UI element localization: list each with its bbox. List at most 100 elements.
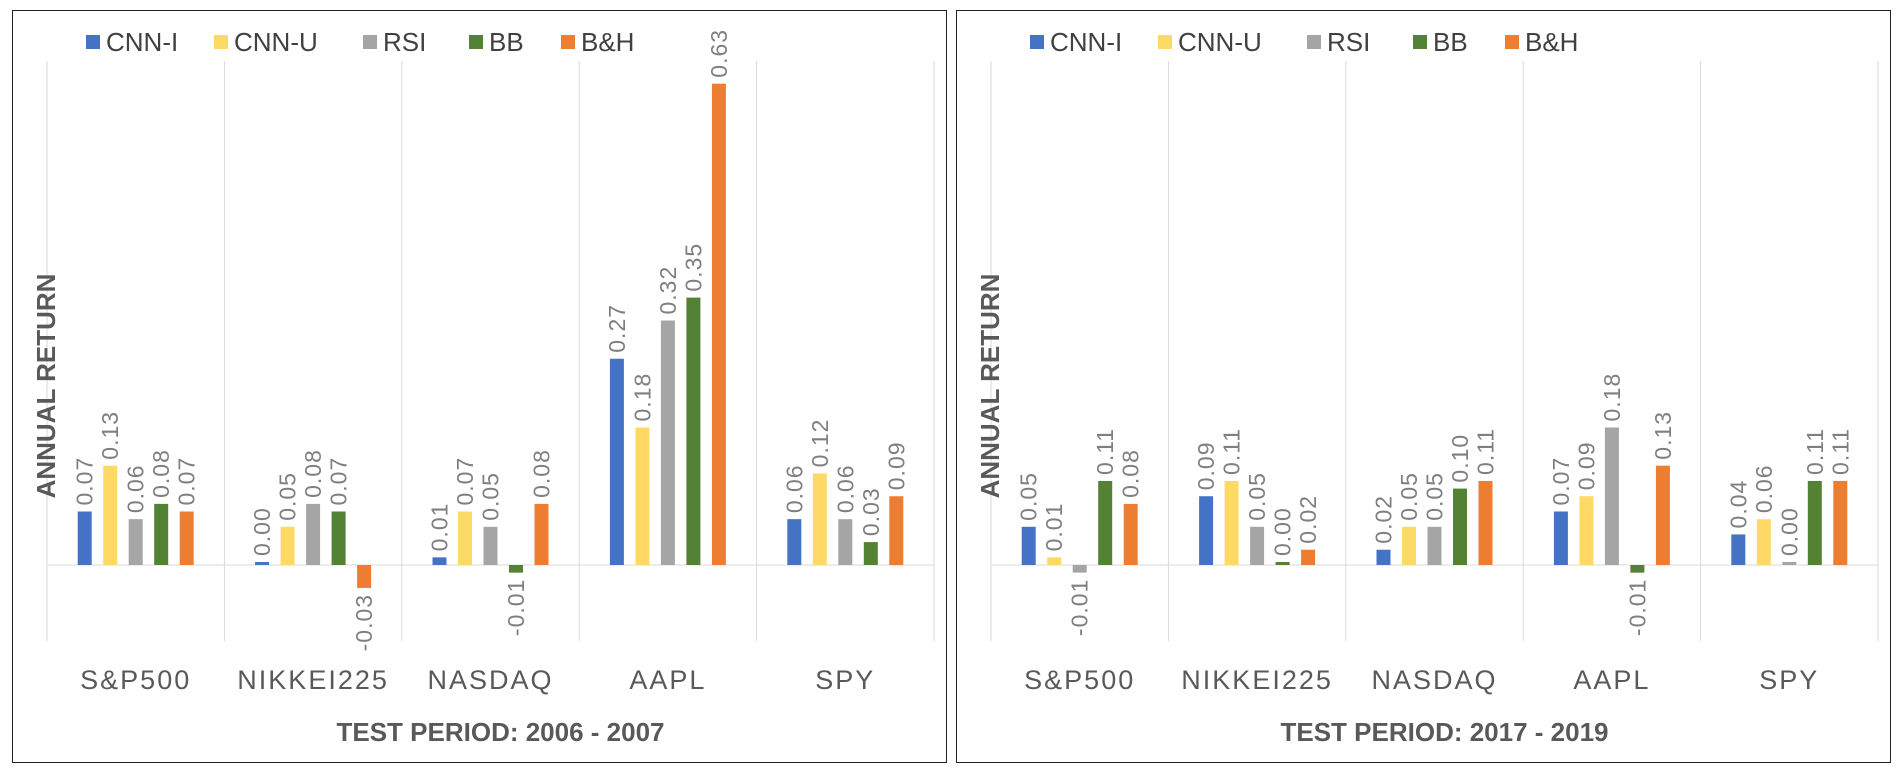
bar-rsi-sandp500 <box>128 519 143 565</box>
bar-cnn-i-nikkei225 <box>1199 496 1214 565</box>
bar-bandh-aapl <box>711 83 726 566</box>
data-label-rsi-sandp500: 0.06 <box>123 464 149 513</box>
data-label-cnn-i-nikkei225: 0.00 <box>249 507 275 556</box>
bar-bb-spy <box>863 542 878 565</box>
category-label-sandp500: S&P500 <box>1024 665 1135 695</box>
bar-chart-2006-2007: CNN-I CNN-U RSI BB B&H0.070.130.06 0.08 0.07S&… <box>31 27 935 747</box>
data-label-cnn-i-nikkei225: 0.09 <box>1193 441 1219 490</box>
data-label-cnn-u-aapl: 0.09 <box>1573 441 1599 490</box>
data-label-rsi-sandp500: -0.01 <box>1067 579 1093 636</box>
data-label-bandh-aapl: 0.13 <box>1650 411 1676 460</box>
legend-swatch-cnn-u <box>214 35 228 49</box>
bar-rsi-spy <box>1782 562 1797 565</box>
bar-bandh-aapl <box>1655 465 1670 565</box>
bar-cnn-i-spy <box>787 519 802 565</box>
bar-bandh-nikkei225 <box>357 565 372 588</box>
bar-cnn-u-spy <box>1756 519 1771 565</box>
data-label-cnn-i-nasdaq: 0.02 <box>1371 495 1397 544</box>
x-axis-title: TEST PERIOD: 2006 - 2007 <box>336 717 664 747</box>
data-label-bb-sandp500: 0.11 <box>1092 428 1118 475</box>
bar-cnn-u-nikkei225 <box>280 526 295 565</box>
bar-bandh-nasdaq <box>1478 480 1493 565</box>
data-label-rsi-nikkei225: 0.08 <box>300 449 326 498</box>
bar-bb-nikkei225 <box>1275 562 1290 565</box>
bar-cnn-u-spy <box>812 473 827 565</box>
category-label-nikkei225: NIKKEI225 <box>1181 665 1333 695</box>
data-label-bb-nasdaq: -0.01 <box>503 579 529 636</box>
bar-rsi-nasdaq <box>483 526 498 565</box>
bar-cnn-i-nasdaq <box>432 557 447 565</box>
data-label-cnn-u-sandp500: 0.13 <box>97 411 123 460</box>
legend-swatch-cnn-i <box>86 35 100 49</box>
data-label-rsi-spy: 0.00 <box>1776 507 1802 556</box>
legend-label-bb: BB <box>489 27 524 57</box>
data-label-bb-aapl: 0.35 <box>680 243 706 292</box>
data-label-cnn-i-spy: 0.04 <box>1725 480 1751 529</box>
bar-bb-spy <box>1807 480 1822 565</box>
bar-rsi-aapl <box>660 320 675 565</box>
bar-rsi-nikkei225 <box>306 503 321 565</box>
data-label-rsi-nasdaq: 0.05 <box>1422 472 1448 521</box>
data-label-bandh-nikkei225: 0.02 <box>1295 495 1321 544</box>
x-axis-title: TEST PERIOD: 2017 - 2019 <box>1280 717 1608 747</box>
legend-label-cnn-i: CNN-I <box>106 27 178 57</box>
data-label-bb-spy: 0.03 <box>858 487 884 536</box>
bar-rsi-sandp500 <box>1072 565 1087 573</box>
data-label-cnn-u-spy: 0.12 <box>807 419 833 468</box>
bar-bandh-sandp500 <box>179 511 194 565</box>
y-axis-title: ANNUAL RETURN <box>31 274 61 499</box>
data-label-bandh-aapl: 0.63 <box>706 29 732 78</box>
data-label-cnn-i-sandp500: 0.07 <box>72 457 98 506</box>
legend-label-rsi: RSI <box>383 27 426 57</box>
bar-cnn-u-sandp500 <box>1047 557 1062 565</box>
legend-label-cnn-i: CNN-I <box>1050 27 1122 57</box>
category-label-nasdaq: NASDAQ <box>427 665 553 695</box>
data-label-rsi-nasdaq: 0.05 <box>478 472 504 521</box>
data-label-cnn-i-nasdaq: 0.01 <box>427 503 453 552</box>
bar-bandh-spy <box>1833 480 1848 565</box>
data-label-cnn-u-spy: 0.06 <box>1751 464 1777 513</box>
bar-cnn-u-nikkei225 <box>1224 480 1239 565</box>
data-label-cnn-i-spy: 0.06 <box>781 464 807 513</box>
data-label-cnn-i-sandp500: 0.05 <box>1016 472 1042 521</box>
legend-swatch-rsi <box>1307 35 1321 49</box>
bar-bandh-nasdaq <box>534 503 549 565</box>
legend-swatch-cnn-u <box>1158 35 1172 49</box>
legend-swatch-bb <box>469 35 483 49</box>
bar-cnn-i-sandp500 <box>77 511 92 565</box>
data-label-cnn-i-aapl: 0.27 <box>604 304 630 353</box>
bar-rsi-nikkei225 <box>1250 526 1265 565</box>
bar-cnn-u-aapl <box>1579 496 1594 565</box>
data-label-bb-nikkei225: 0.00 <box>1270 507 1296 556</box>
legend-label-bandh: B&H <box>581 27 634 57</box>
category-label-nasdaq: NASDAQ <box>1371 665 1497 695</box>
bar-bandh-nikkei225 <box>1301 549 1316 565</box>
legend-label-cnn-u: CNN-U <box>1178 27 1262 57</box>
data-label-bandh-spy: 0.11 <box>1827 428 1853 475</box>
data-label-rsi-aapl: 0.18 <box>1599 373 1625 422</box>
data-label-bb-nikkei225: 0.07 <box>326 457 352 506</box>
data-label-rsi-aapl: 0.32 <box>655 266 681 315</box>
bar-rsi-aapl <box>1604 427 1619 565</box>
bar-cnn-i-aapl <box>1553 511 1568 565</box>
bar-bb-nasdaq <box>1453 488 1467 565</box>
data-label-bb-nasdaq: 0.10 <box>1447 434 1473 483</box>
data-label-cnn-u-nikkei225: 0.11 <box>1219 428 1245 475</box>
data-label-bb-sandp500: 0.08 <box>148 449 174 498</box>
legend-swatch-bb <box>1413 35 1427 49</box>
legend-swatch-bandh <box>1505 35 1519 49</box>
bar-bandh-spy <box>889 496 904 565</box>
bar-bb-aapl <box>686 297 701 565</box>
bar-bb-sandp500 <box>1098 480 1113 565</box>
chart-panel-2017-2019: CNN-I CNN-U RSI BB B&H 0.05 0.01 -0.01 0.11 0.08 S… <box>956 10 1891 763</box>
bar-cnn-i-aapl <box>609 358 624 565</box>
bar-cnn-u-nasdaq <box>458 511 472 565</box>
category-label-spy: SPY <box>1759 665 1819 695</box>
data-label-bandh-nasdaq: 0.08 <box>529 449 555 498</box>
data-label-cnn-u-aapl: 0.18 <box>629 373 655 422</box>
bar-cnn-u-sandp500 <box>103 465 118 565</box>
data-label-bb-aapl: -0.01 <box>1624 579 1650 636</box>
bar-rsi-nasdaq <box>1427 526 1442 565</box>
bar-cnn-i-sandp500 <box>1021 526 1036 565</box>
data-label-cnn-u-nikkei225: 0.05 <box>275 472 301 521</box>
